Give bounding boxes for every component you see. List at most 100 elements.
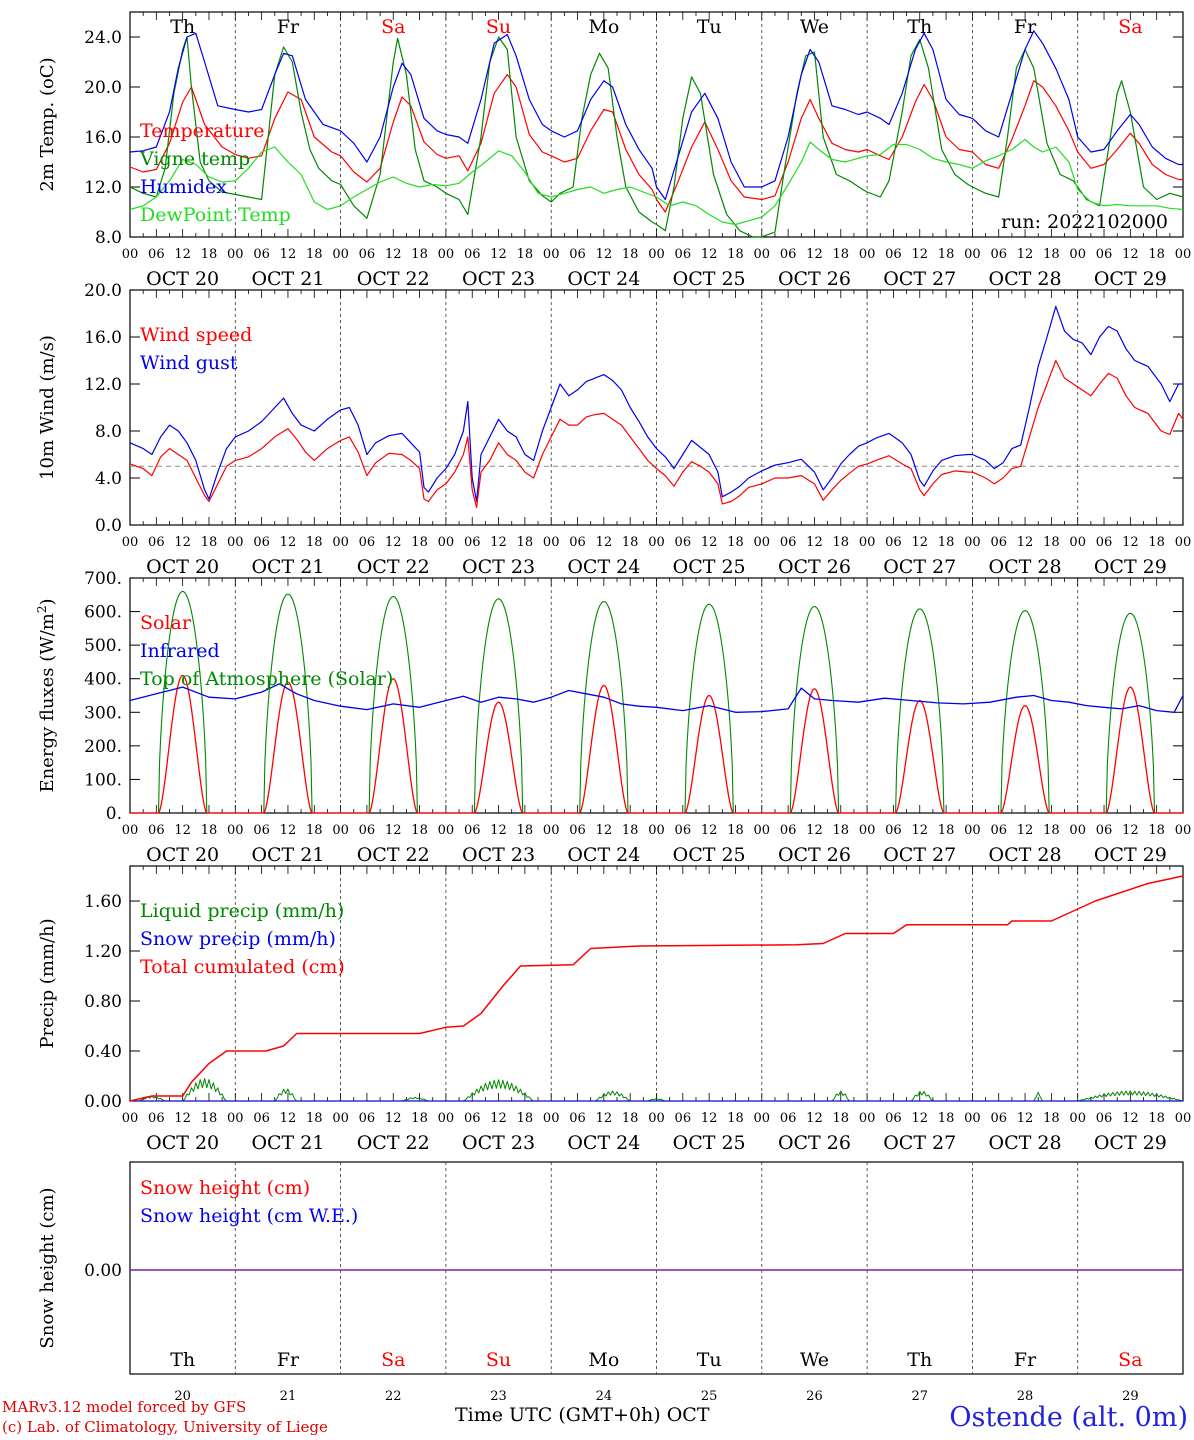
- hour-tick-label: 06: [569, 1111, 586, 1126]
- weekday-label: Mo: [588, 16, 619, 38]
- hour-tick-label: 18: [201, 535, 218, 550]
- hour-tick-label: 18: [306, 535, 323, 550]
- hour-tick-label: 00: [122, 247, 139, 262]
- hour-tick-label: 06: [359, 247, 376, 262]
- cumulated-precip-line: [129, 875, 1184, 1102]
- hour-tick-label: 12: [174, 247, 191, 262]
- weekday-label: Mo: [588, 1349, 619, 1371]
- hour-tick-label: 12: [280, 1111, 297, 1126]
- y-tick-label: 600.: [84, 603, 122, 623]
- date-label: OCT 28: [989, 556, 1062, 578]
- hour-tick-label: 06: [359, 1111, 376, 1126]
- y-tick-label: 300.: [84, 703, 122, 723]
- y-tick-label: 8.0: [95, 422, 122, 442]
- date-label: OCT 28: [989, 844, 1062, 866]
- legend-entry: Infrared: [140, 640, 220, 662]
- date-label: OCT 23: [462, 556, 535, 578]
- hour-tick-label: 06: [464, 247, 481, 262]
- hour-tick-label: 06: [359, 535, 376, 550]
- hour-tick-label: 00: [543, 535, 560, 550]
- hour-tick-label: 18: [201, 823, 218, 838]
- date-label: OCT 27: [883, 844, 956, 866]
- date-label: OCT 24: [567, 844, 640, 866]
- day-number-label: 24: [596, 1389, 613, 1404]
- hour-tick-label: 06: [148, 823, 165, 838]
- hour-tick-label: 12: [911, 247, 928, 262]
- hour-tick-label: 06: [464, 1111, 481, 1126]
- hour-tick-label: 18: [1148, 823, 1165, 838]
- hour-tick-label: 00: [964, 535, 981, 550]
- date-label: OCT 29: [1094, 1132, 1167, 1154]
- day-number-label: 29: [1122, 1389, 1139, 1404]
- hour-tick-label: 18: [411, 823, 428, 838]
- y-axis-label-superscript: 2: [35, 605, 49, 613]
- hour-tick-label: 12: [1122, 1111, 1139, 1126]
- weekday-label: Tu: [697, 16, 722, 38]
- legend-entry: DewPoint Temp: [140, 204, 291, 226]
- hour-tick-label: 06: [1096, 535, 1113, 550]
- hour-tick-label: 18: [622, 1111, 639, 1126]
- y-tick-label: 0.40: [84, 1042, 122, 1062]
- hour-tick-label: 06: [253, 247, 270, 262]
- hour-tick-label: 00: [754, 535, 771, 550]
- date-label: OCT 27: [883, 1132, 956, 1154]
- hour-tick-label: 12: [490, 1111, 507, 1126]
- hour-tick-label: 12: [911, 535, 928, 550]
- series-line: [129, 30, 1183, 201]
- hour-tick-label: 18: [517, 247, 534, 262]
- hour-tick-label: 00: [1175, 1111, 1192, 1126]
- weekday-label: Su: [486, 16, 511, 38]
- hour-tick-label: 06: [1096, 823, 1113, 838]
- weekday-label: We: [800, 1349, 829, 1371]
- hour-tick-label: 18: [1148, 247, 1165, 262]
- hour-tick-label: 00: [332, 1111, 349, 1126]
- hour-tick-label: 18: [833, 1111, 850, 1126]
- hour-tick-label: 00: [1069, 823, 1086, 838]
- hour-tick-label: 00: [648, 823, 665, 838]
- hour-tick-label: 18: [833, 823, 850, 838]
- hour-tick-label: 06: [990, 1111, 1007, 1126]
- y-axis-label: Precip (mm/h): [37, 918, 58, 1048]
- y-tick-label: 8.0: [95, 228, 122, 248]
- hour-tick-label: 12: [174, 823, 191, 838]
- hour-tick-label: 06: [1096, 1111, 1113, 1126]
- hour-tick-label: 12: [596, 1111, 613, 1126]
- lab-credit: (c) Lab. of Climatology, University of L…: [2, 1418, 328, 1436]
- y-tick-label: 100.: [84, 770, 122, 790]
- hour-tick-label: 00: [1069, 1111, 1086, 1126]
- y-tick-label: 1.60: [84, 892, 122, 912]
- weekday-label: Sa: [381, 16, 405, 38]
- hour-tick-label: 18: [1043, 247, 1060, 262]
- hour-tick-label: 12: [911, 1111, 928, 1126]
- hour-tick-label: 06: [780, 247, 797, 262]
- date-label: OCT 28: [989, 268, 1062, 290]
- hour-tick-label: 06: [990, 535, 1007, 550]
- y-tick-label: 200.: [84, 737, 122, 757]
- date-label: OCT 26: [778, 1132, 851, 1154]
- hour-tick-label: 18: [517, 1111, 534, 1126]
- date-label: OCT 21: [251, 844, 324, 866]
- date-label: OCT 20: [146, 844, 219, 866]
- legend-entry: Temperature: [140, 120, 264, 142]
- date-label: OCT 28: [989, 1132, 1062, 1154]
- hour-tick-label: 18: [727, 1111, 744, 1126]
- hour-tick-label: 18: [1148, 535, 1165, 550]
- y-tick-label: 400.: [84, 670, 122, 690]
- hour-tick-label: 00: [438, 1111, 455, 1126]
- hour-tick-label: 06: [675, 1111, 692, 1126]
- station-name: Ostende (alt. 0m): [949, 1402, 1188, 1433]
- hour-tick-label: 18: [517, 535, 534, 550]
- y-axis-label: Energy fluxes (W/m2): [35, 598, 58, 792]
- hour-tick-label: 06: [253, 823, 270, 838]
- hour-tick-label: 00: [227, 247, 244, 262]
- y-tick-label: 0.80: [84, 992, 122, 1012]
- weekday-label: Th: [170, 1349, 195, 1371]
- hour-tick-label: 12: [1017, 823, 1034, 838]
- hour-tick-label: 00: [122, 823, 139, 838]
- hour-tick-label: 06: [464, 823, 481, 838]
- date-label: OCT 23: [462, 1132, 535, 1154]
- hour-tick-label: 06: [464, 535, 481, 550]
- weekday-label: Sa: [1118, 1349, 1142, 1371]
- hour-tick-label: 12: [1122, 247, 1139, 262]
- hour-tick-label: 12: [385, 535, 402, 550]
